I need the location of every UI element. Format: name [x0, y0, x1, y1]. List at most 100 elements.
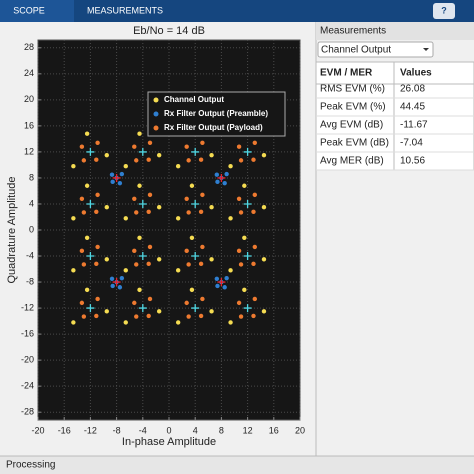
x-tick-label: 20: [295, 425, 305, 435]
point: [261, 152, 267, 158]
y-tick-label: 4: [29, 198, 34, 208]
reference-marker: [86, 199, 95, 208]
reference-marker: [86, 252, 95, 261]
point: [228, 164, 233, 169]
point: [71, 216, 76, 221]
x-tick-label: 0: [166, 425, 171, 435]
help-icon: ?: [441, 5, 447, 15]
point: [71, 268, 76, 273]
point: [209, 309, 214, 314]
point: [134, 158, 139, 163]
tab[interactable]: SCOPE: [13, 5, 45, 15]
point: [79, 248, 85, 254]
point: [198, 157, 204, 162]
point: [242, 183, 247, 188]
point: [132, 144, 137, 149]
point: [123, 164, 128, 169]
point: [110, 283, 115, 289]
point: [132, 196, 137, 201]
point: [251, 313, 256, 319]
point: [252, 296, 258, 302]
toolbar: [0, 0, 474, 22]
table-cell: 10.56: [400, 156, 425, 167]
y-tick-label: -16: [21, 328, 34, 338]
help-button[interactable]: [433, 3, 455, 19]
chart-title: Eb/No = 14 dB: [133, 25, 205, 37]
point: [156, 257, 162, 262]
reference-marker: [217, 173, 226, 182]
point: [236, 248, 242, 254]
table-cell: Peak EVM (dB): [320, 138, 389, 149]
dropdown[interactable]: [317, 41, 434, 58]
table-cell: 44.45: [400, 102, 425, 113]
point: [94, 209, 99, 214]
y-tick-label: -12: [21, 302, 34, 312]
table-cell: -11.67: [400, 120, 428, 131]
point: [261, 309, 267, 314]
y-tick-label: 28: [24, 42, 34, 52]
point: [214, 172, 220, 177]
reference-marker: [243, 147, 252, 156]
point: [251, 261, 256, 267]
point: [251, 157, 256, 162]
point: [132, 248, 137, 254]
point: [175, 216, 181, 221]
y-tick-label: -20: [21, 355, 34, 365]
point: [252, 140, 258, 146]
point: [189, 287, 195, 293]
point: [134, 314, 139, 319]
point: [84, 235, 90, 241]
reference-marker: [138, 199, 147, 208]
reference-marker: [112, 173, 121, 182]
point: [146, 209, 151, 214]
point: [123, 268, 128, 273]
legend-label: Rx Filter Output (Payload): [164, 123, 263, 132]
legend-label: Rx Filter Output (Preamble): [164, 109, 268, 118]
tab[interactable]: MEASUREMENTS: [87, 5, 163, 15]
point: [146, 313, 151, 319]
point: [186, 158, 191, 163]
point: [198, 209, 204, 214]
table-header: EVM / MER: [320, 68, 373, 79]
point: [184, 196, 189, 201]
point: [261, 205, 267, 210]
point: [146, 157, 151, 162]
y-tick-label: 24: [24, 68, 34, 78]
point: [200, 244, 205, 250]
point: [186, 262, 191, 267]
point: [95, 192, 100, 198]
point: [94, 157, 99, 162]
point: [95, 140, 100, 146]
point: [109, 276, 115, 282]
reference-marker: [243, 304, 252, 313]
point: [117, 180, 123, 186]
x-axis-label: In-phase Amplitude: [122, 436, 216, 448]
point: [175, 164, 181, 169]
point: [147, 140, 153, 146]
point: [184, 300, 189, 306]
x-tick-label: -20: [31, 425, 44, 435]
point: [251, 209, 256, 214]
point: [189, 183, 195, 188]
point: [236, 196, 242, 201]
point: [137, 287, 142, 293]
point: [175, 320, 181, 325]
point: [156, 205, 162, 210]
point: [104, 309, 109, 314]
measurements-title: Measurements: [320, 26, 386, 37]
y-tick-label: 16: [24, 120, 34, 130]
point: [117, 285, 123, 290]
table-header: Values: [400, 68, 432, 79]
point: [238, 262, 244, 267]
table-cell: Avg EVM (dB): [320, 120, 383, 131]
reference-marker: [191, 252, 200, 261]
x-tick-label: -16: [58, 425, 71, 435]
point: [109, 172, 115, 177]
point: [81, 210, 87, 215]
point: [224, 171, 229, 177]
measurements-header: [316, 22, 474, 40]
point: [252, 244, 258, 250]
x-tick-label: 4: [193, 425, 198, 435]
point: [84, 287, 90, 293]
